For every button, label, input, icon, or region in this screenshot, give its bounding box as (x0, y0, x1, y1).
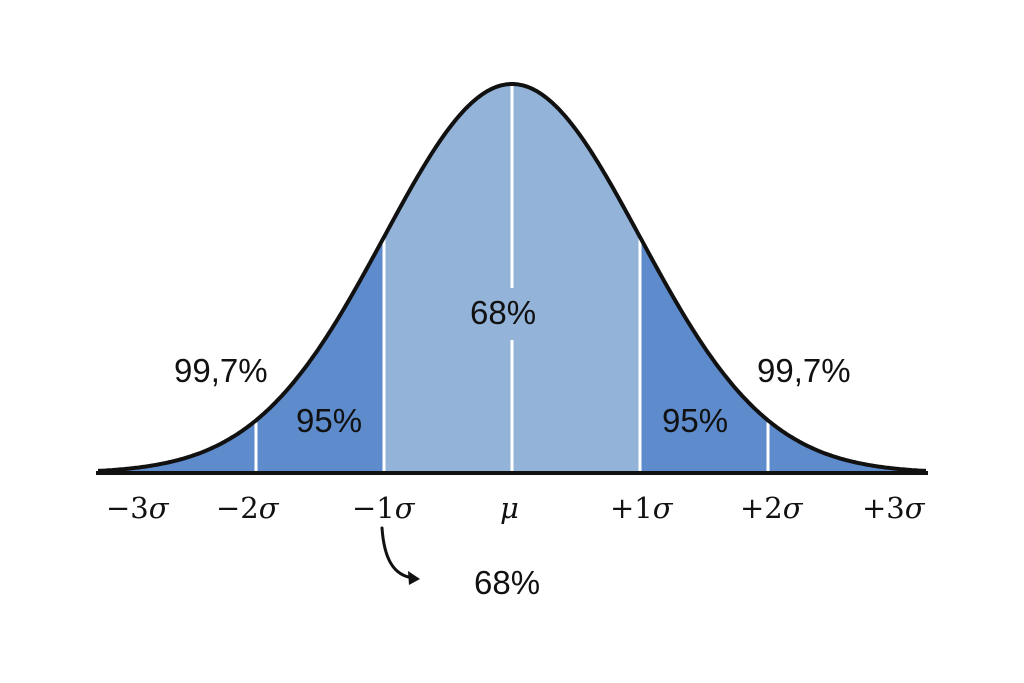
below-axis-percentage-label: 68% (474, 564, 541, 601)
left-tail-percentage-label: 99,7% (174, 352, 268, 389)
center-percentage-label: 68% (470, 294, 537, 331)
right-tail-percentage-label: 99,7% (757, 352, 851, 389)
right-band-percentage-label: 95% (662, 402, 729, 439)
left-band-percentage-label: 95% (296, 402, 363, 439)
tick-label-minus-3-sigma: −3σ (106, 491, 169, 525)
tick-label-minus-1-sigma: −1σ (352, 491, 415, 525)
tick-label-minus-2-sigma: −2σ (216, 491, 279, 525)
region-outer-right (640, 237, 926, 473)
arrowhead-icon (408, 571, 420, 585)
tick-label-plus-3-sigma: +3σ (862, 491, 925, 525)
tick-label-mean: μ (500, 491, 519, 525)
tick-label-plus-1-sigma: +1σ (610, 491, 673, 525)
bell-curve-outline (97, 82, 927, 473)
tick-label-plus-2-sigma: +2σ (740, 491, 803, 525)
curved-arrow-icon (380, 526, 416, 580)
region-outer-left (98, 237, 384, 473)
